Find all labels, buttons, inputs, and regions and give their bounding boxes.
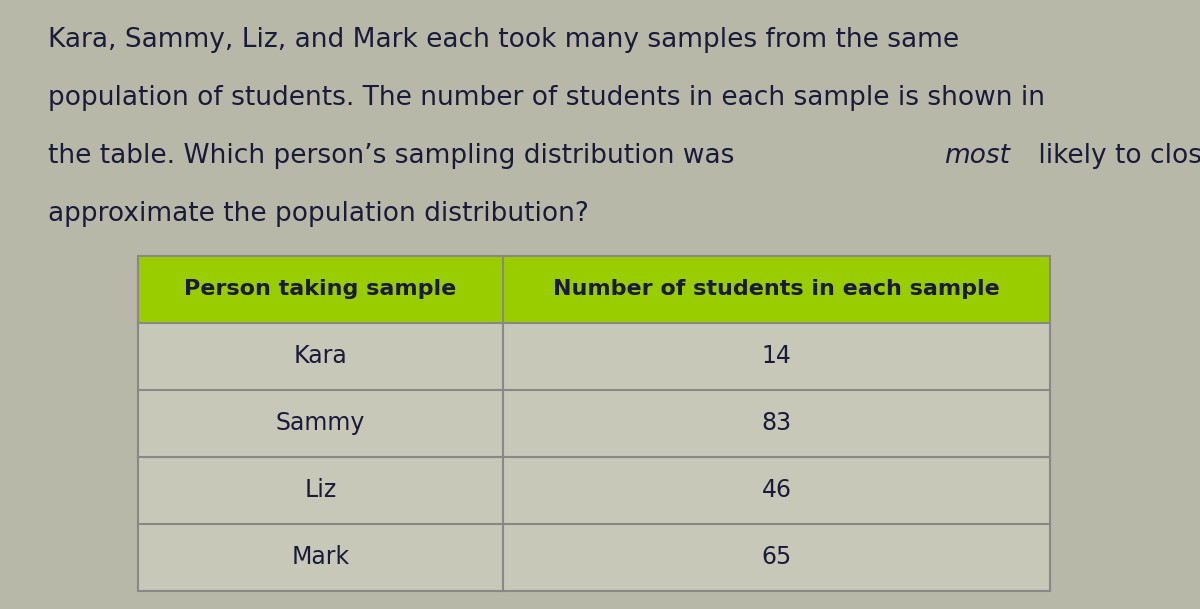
Text: likely to closely: likely to closely	[1030, 143, 1200, 169]
Text: Sammy: Sammy	[276, 411, 365, 435]
Bar	[138, 390, 503, 457]
Bar	[138, 256, 1050, 323]
Bar	[138, 323, 503, 390]
Bar	[138, 256, 1050, 591]
Bar	[503, 524, 1050, 591]
Text: most: most	[944, 143, 1010, 169]
Text: 65: 65	[761, 545, 792, 569]
Text: Person taking sample: Person taking sample	[185, 280, 456, 299]
Text: the table. Which person’s sampling distribution was: the table. Which person’s sampling distr…	[48, 143, 743, 169]
Bar	[138, 457, 503, 524]
Text: 46: 46	[762, 478, 792, 502]
Bar	[138, 524, 503, 591]
Text: Kara, Sammy, Liz, and Mark each took many samples from the same: Kara, Sammy, Liz, and Mark each took man…	[48, 27, 959, 54]
Text: 83: 83	[761, 411, 792, 435]
Text: 14: 14	[762, 344, 791, 368]
Text: Number of students in each sample: Number of students in each sample	[553, 280, 1000, 299]
Bar	[503, 390, 1050, 457]
Text: Kara: Kara	[294, 344, 347, 368]
Text: Liz: Liz	[305, 478, 336, 502]
Text: Mark: Mark	[292, 545, 349, 569]
Text: population of students. The number of students in each sample is shown in: population of students. The number of st…	[48, 85, 1045, 111]
Bar	[503, 457, 1050, 524]
Text: approximate the population distribution?: approximate the population distribution?	[48, 201, 589, 227]
Bar	[503, 323, 1050, 390]
